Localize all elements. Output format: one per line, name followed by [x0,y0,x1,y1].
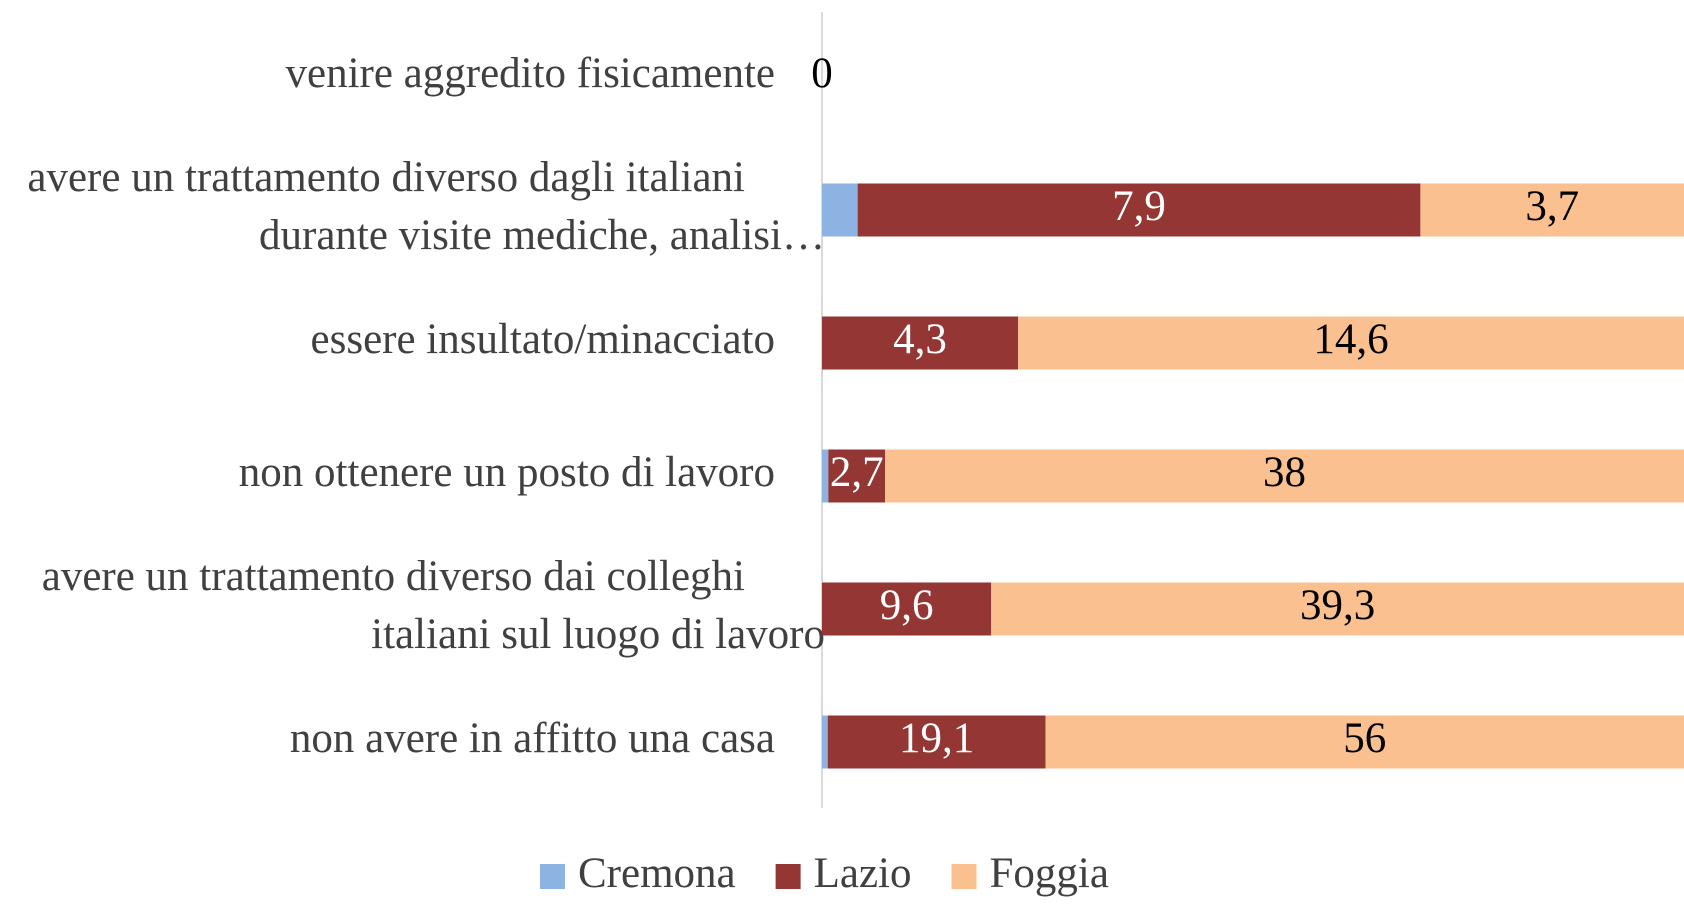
value-label: 9,6 [880,582,934,629]
value-label: 56 [1343,715,1386,762]
legend-swatch [775,864,801,889]
value-label: 0 [811,50,833,97]
bar-segment [1018,316,1684,370]
bar-segment [822,582,992,636]
value-label: 3,7 [1525,183,1579,230]
legend-swatch [951,864,977,889]
category-label: non avere in affitto una casa [290,715,775,762]
value-label: 19,1 [899,715,974,762]
category-label: avere un trattamento diverso dagli itali… [27,154,825,259]
bar-segment [1420,183,1684,237]
bar-segment [991,582,1684,636]
bar-segment [822,449,829,503]
bar-segment [822,715,828,769]
category-label: avere un trattamento diverso dai collegh… [42,553,825,658]
bar-segment [1045,715,1684,769]
bar-segment [828,449,886,503]
category-line: italiani sul luogo di lavoro [371,611,825,658]
category-line: avere un trattamento diverso dagli itali… [27,154,745,201]
value-label: 4,3 [893,316,947,363]
value-label: 38 [1263,449,1306,496]
legend-label: Foggia [990,850,1109,897]
category-label: non ottenere un posto di lavoro [239,449,775,496]
bar-segment [827,715,1046,769]
legend-label: Lazio [814,850,912,897]
legend-swatch [540,864,565,889]
bar-segment [822,183,858,237]
legend-label: Cremona [578,850,736,897]
category-label: venire aggredito fisicamente [285,50,775,97]
category-line: avere un trattamento diverso dai collegh… [42,553,745,600]
category-label: essere insultato/minacciato [311,316,775,363]
bar-segment [885,449,1684,503]
category-line: durante visite mediche, analisi… [259,212,825,259]
value-label: 7,9 [1112,183,1166,230]
value-label: 2,7 [830,449,884,496]
value-label: 39,3 [1300,582,1375,629]
value-label: 14,6 [1313,316,1388,363]
bar-segment [857,183,1421,237]
bar-segment [822,316,1019,370]
